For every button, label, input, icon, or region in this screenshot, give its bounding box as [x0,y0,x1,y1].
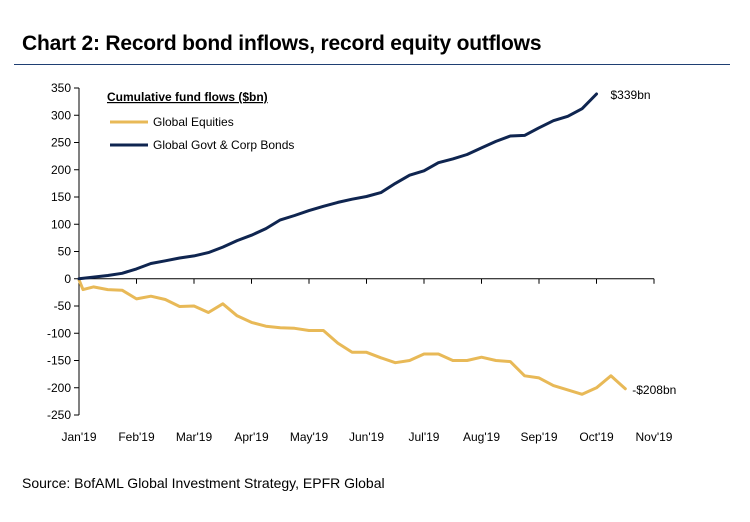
x-tick-label: Oct'19 [579,430,614,444]
legend: Cumulative fund flows ($bn) Global Equit… [107,90,294,152]
y-tick-label: -200 [47,381,71,395]
y-tick-label: -250 [47,408,71,422]
x-tick-label: Nov'19 [636,430,673,444]
x-axis: Jan'19 Feb'19 Mar'19 Apr'19 May'19 Jun'19 Jul'… [62,278,673,444]
y-tick-label: 250 [51,136,71,150]
x-tick-label: Sep'19 [521,430,558,444]
series-line-global-bonds [77,92,598,281]
legend-label-global-equities: Global Equities [153,115,234,129]
y-tick-label: 300 [51,108,71,122]
legend-title: Cumulative fund flows ($bn) [107,90,268,104]
equities-end-label: -$208bn [632,383,676,397]
y-tick-label: -50 [54,299,72,313]
x-tick-label: Jan'19 [62,430,97,444]
x-tick-label: Aug'19 [463,430,500,444]
series-line-global-equities [77,278,627,396]
x-tick-label: Jul'19 [409,430,440,444]
x-tick-label: Apr'19 [234,430,269,444]
legend-label-global-bonds: Global Govt & Corp Bonds [153,138,294,152]
x-tick-label: Mar'19 [176,430,213,444]
y-tick-label: 200 [51,163,71,177]
end-labels: $339bn -$208bn [611,88,677,397]
y-tick-label: 0 [64,272,71,286]
bonds-end-label: $339bn [611,88,651,102]
y-tick-label: 50 [58,245,72,259]
source-note: Source: BofAML Global Investment Strateg… [22,475,385,491]
x-tick-label: May'19 [290,430,329,444]
y-axis: 350 300 250 200 150 100 50 0 -50 -100 -150 -200 -250 [47,81,80,422]
chart-title: Chart 2: Record bond inflows, record equ… [22,32,542,55]
y-tick-label: 350 [51,81,71,95]
title-divider [14,64,730,65]
y-tick-label: 100 [51,217,71,231]
series-layer [77,92,627,396]
x-tick-label: Feb'19 [118,430,155,444]
y-tick-label: -150 [47,354,71,368]
x-tick-label: Jun'19 [349,430,384,444]
y-tick-label: -100 [47,326,71,340]
y-tick-label: 150 [51,190,71,204]
